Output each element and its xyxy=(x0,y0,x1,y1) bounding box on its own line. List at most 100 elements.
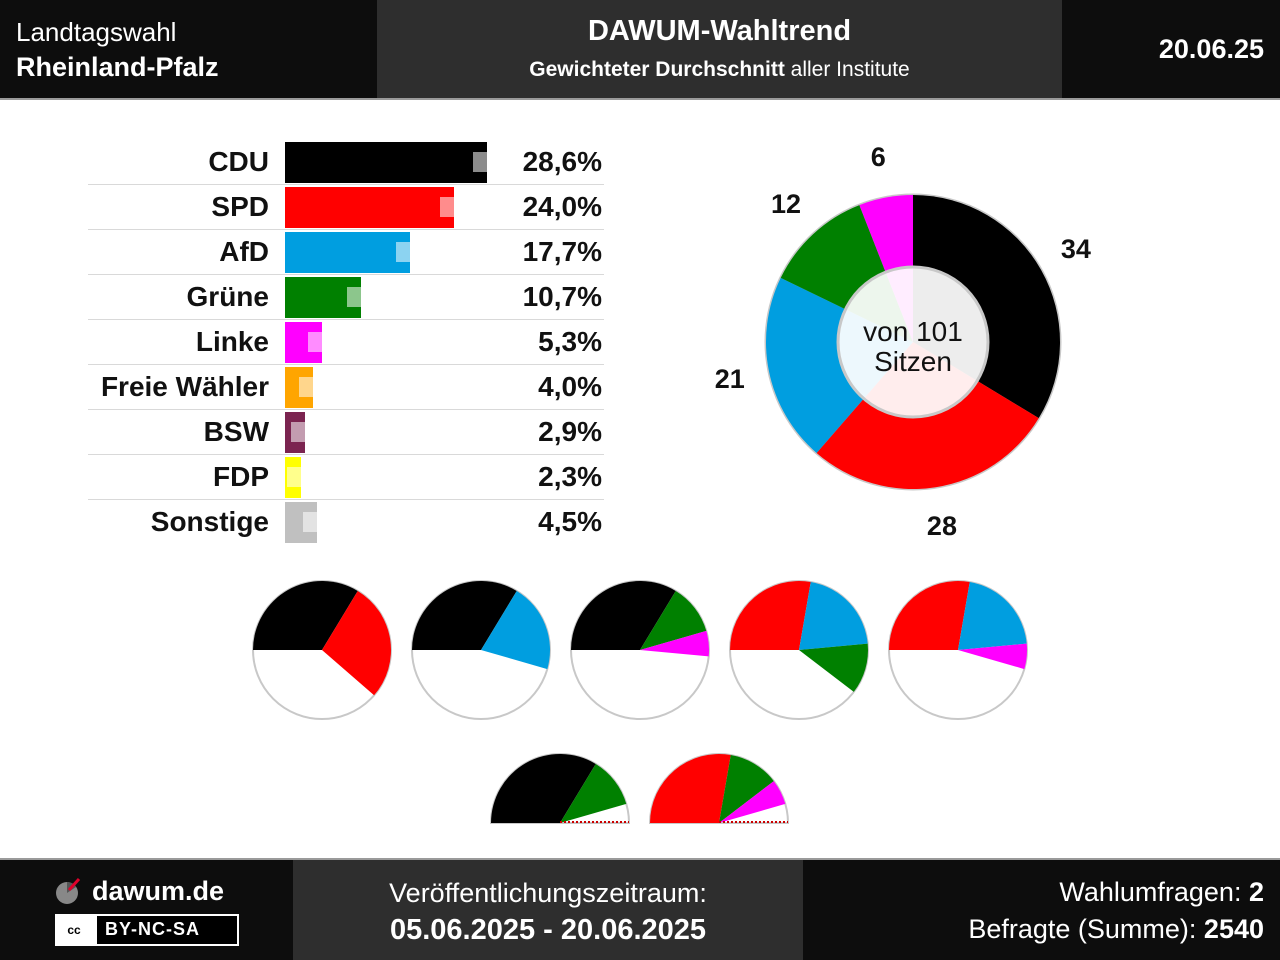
state-name: Rheinland-Pfalz xyxy=(16,52,219,82)
poll-count-label: Wahlumfragen: xyxy=(1059,877,1249,907)
bar-party-label: Linke xyxy=(195,326,269,357)
bar-party-label: Sonstige xyxy=(150,506,269,537)
footer-period-panel: Veröffentlichungszeitraum: 05.06.2025 - … xyxy=(293,860,803,960)
coalition-slice xyxy=(491,754,596,823)
bar-row: Sonstige 4,5% xyxy=(88,500,604,545)
donut-center xyxy=(836,265,990,419)
poll-count-value: 2 xyxy=(1248,877,1264,907)
seat-count-label: 21 xyxy=(714,363,745,394)
page-title: DAWUM-Wahltrend xyxy=(587,15,852,47)
footer-divider xyxy=(0,858,1280,861)
bar-party-label: BSW xyxy=(203,416,269,447)
coalition-slice xyxy=(560,763,627,823)
bar-party-label: FDP xyxy=(213,461,269,492)
license-badge[interactable]: cc BY-NC-SA xyxy=(55,914,239,946)
seat-total-unit: Sitzen xyxy=(874,346,952,377)
bar-row: Freie Wähler 4,0% xyxy=(88,365,604,410)
footer-bar: dawum.de cc BY-NC-SA Veröffentlichungsze… xyxy=(0,860,1280,960)
dawum-logo-icon xyxy=(56,877,81,904)
bar-previous-marker xyxy=(395,242,410,262)
header-divider xyxy=(0,98,1280,100)
bar-value-label: 2,9% xyxy=(538,416,602,447)
coalition-slice xyxy=(730,581,811,650)
coalition-slice xyxy=(958,582,1027,650)
bar-previous-marker xyxy=(302,512,317,532)
bar-party-label: CDU xyxy=(208,146,269,177)
bar-row-divider xyxy=(88,229,604,230)
coalition-slice xyxy=(958,643,1027,670)
bar-row-divider xyxy=(88,454,604,455)
bar-row-divider xyxy=(88,499,604,500)
bar-row-divider xyxy=(88,364,604,365)
bar-row: Linke 5,3% xyxy=(88,320,604,365)
page-subtitle: Gewichteter Durchschnitt aller Institute xyxy=(377,58,1062,82)
election-type: Landtagswahl xyxy=(16,17,177,47)
coalition-slice xyxy=(719,781,786,823)
period-value: 05.06.2025 - 20.06.2025 xyxy=(389,914,707,946)
respondent-count-value: 2540 xyxy=(1203,914,1264,944)
coalition-slice xyxy=(889,581,970,650)
bar-value-label: 24,0% xyxy=(522,191,602,222)
bar-party-label: Grüne xyxy=(186,281,269,312)
coalition-slice xyxy=(411,580,517,650)
bar xyxy=(285,142,487,183)
bar-row-divider xyxy=(88,409,604,410)
seat-count-label: 28 xyxy=(926,510,957,541)
bar-row: AfD 17,7% xyxy=(88,230,604,275)
subtitle-rest: aller Institute xyxy=(784,58,910,81)
bar xyxy=(285,232,410,273)
coalition-slice xyxy=(799,643,869,692)
seat-count-label: 6 xyxy=(870,142,886,173)
header-bar: Landtagswahl Rheinland-Pfalz DAWUM-Wahlt… xyxy=(0,0,1280,98)
header-date: 20.06.25 xyxy=(1158,34,1264,64)
bar-row-divider xyxy=(88,274,604,275)
seat-count-label: 12 xyxy=(770,188,802,219)
bar-value-label: 28,6% xyxy=(522,146,602,177)
bar xyxy=(285,187,455,228)
coalition-slice xyxy=(571,580,676,650)
bar-row-divider xyxy=(88,184,604,185)
coalition-slice xyxy=(719,755,774,823)
header-title-panel: DAWUM-Wahltrend Gewichteter Durchschnitt… xyxy=(377,0,1062,98)
bar-previous-marker xyxy=(472,152,487,172)
license-text: BY-NC-SA xyxy=(105,919,201,939)
bar-previous-marker xyxy=(308,332,323,352)
bar-party-label: AfD xyxy=(219,236,269,267)
bar-previous-marker xyxy=(287,467,302,487)
bar-previous-marker xyxy=(299,377,314,397)
bar-value-label: 4,5% xyxy=(538,506,602,537)
bar-value-label: 10,7% xyxy=(522,281,602,312)
coalition-slice xyxy=(322,590,392,696)
site-link[interactable]: dawum.de xyxy=(92,876,225,906)
coalition-slice xyxy=(640,630,709,657)
bar-row: BSW 2,9% xyxy=(88,410,604,455)
bar-previous-marker xyxy=(346,287,361,307)
bar-row: FDP 2,3% xyxy=(88,455,604,500)
seat-count-label: 34 xyxy=(1060,234,1091,265)
coalition-slice xyxy=(650,754,731,823)
bar-party-label: Freie Wähler xyxy=(100,371,269,402)
period-label: Veröffentlichungszeitraum: xyxy=(389,878,707,908)
bar-value-label: 17,7% xyxy=(522,236,602,267)
bar-previous-marker xyxy=(291,422,306,442)
respondent-count: Befragte (Summe): 2540 xyxy=(968,914,1264,945)
subtitle-bold: Gewichteter Durchschnitt xyxy=(529,58,785,81)
creative-commons-icon: cc xyxy=(63,919,85,941)
bar-value-label: 5,3% xyxy=(538,326,602,357)
donut-slice xyxy=(765,277,913,453)
coalition-slice xyxy=(253,580,358,650)
bar-previous-marker xyxy=(440,197,455,217)
bar-row-divider xyxy=(88,319,604,320)
respondent-count-label: Befragte (Summe): xyxy=(968,914,1204,944)
coalition-slice xyxy=(481,590,550,670)
bar-row: CDU 28,6% xyxy=(88,140,604,185)
coalition-slice xyxy=(640,590,707,650)
bar-value-label: 4,0% xyxy=(538,371,602,402)
bar-party-label: SPD xyxy=(211,191,269,222)
coalition-slice xyxy=(799,582,868,650)
bar-row: Grüne 10,7% xyxy=(88,275,604,320)
poll-count: Wahlumfragen: 2 xyxy=(1059,877,1264,908)
bar-row: SPD 24,0% xyxy=(88,185,604,230)
bar-value-label: 2,3% xyxy=(538,461,602,492)
